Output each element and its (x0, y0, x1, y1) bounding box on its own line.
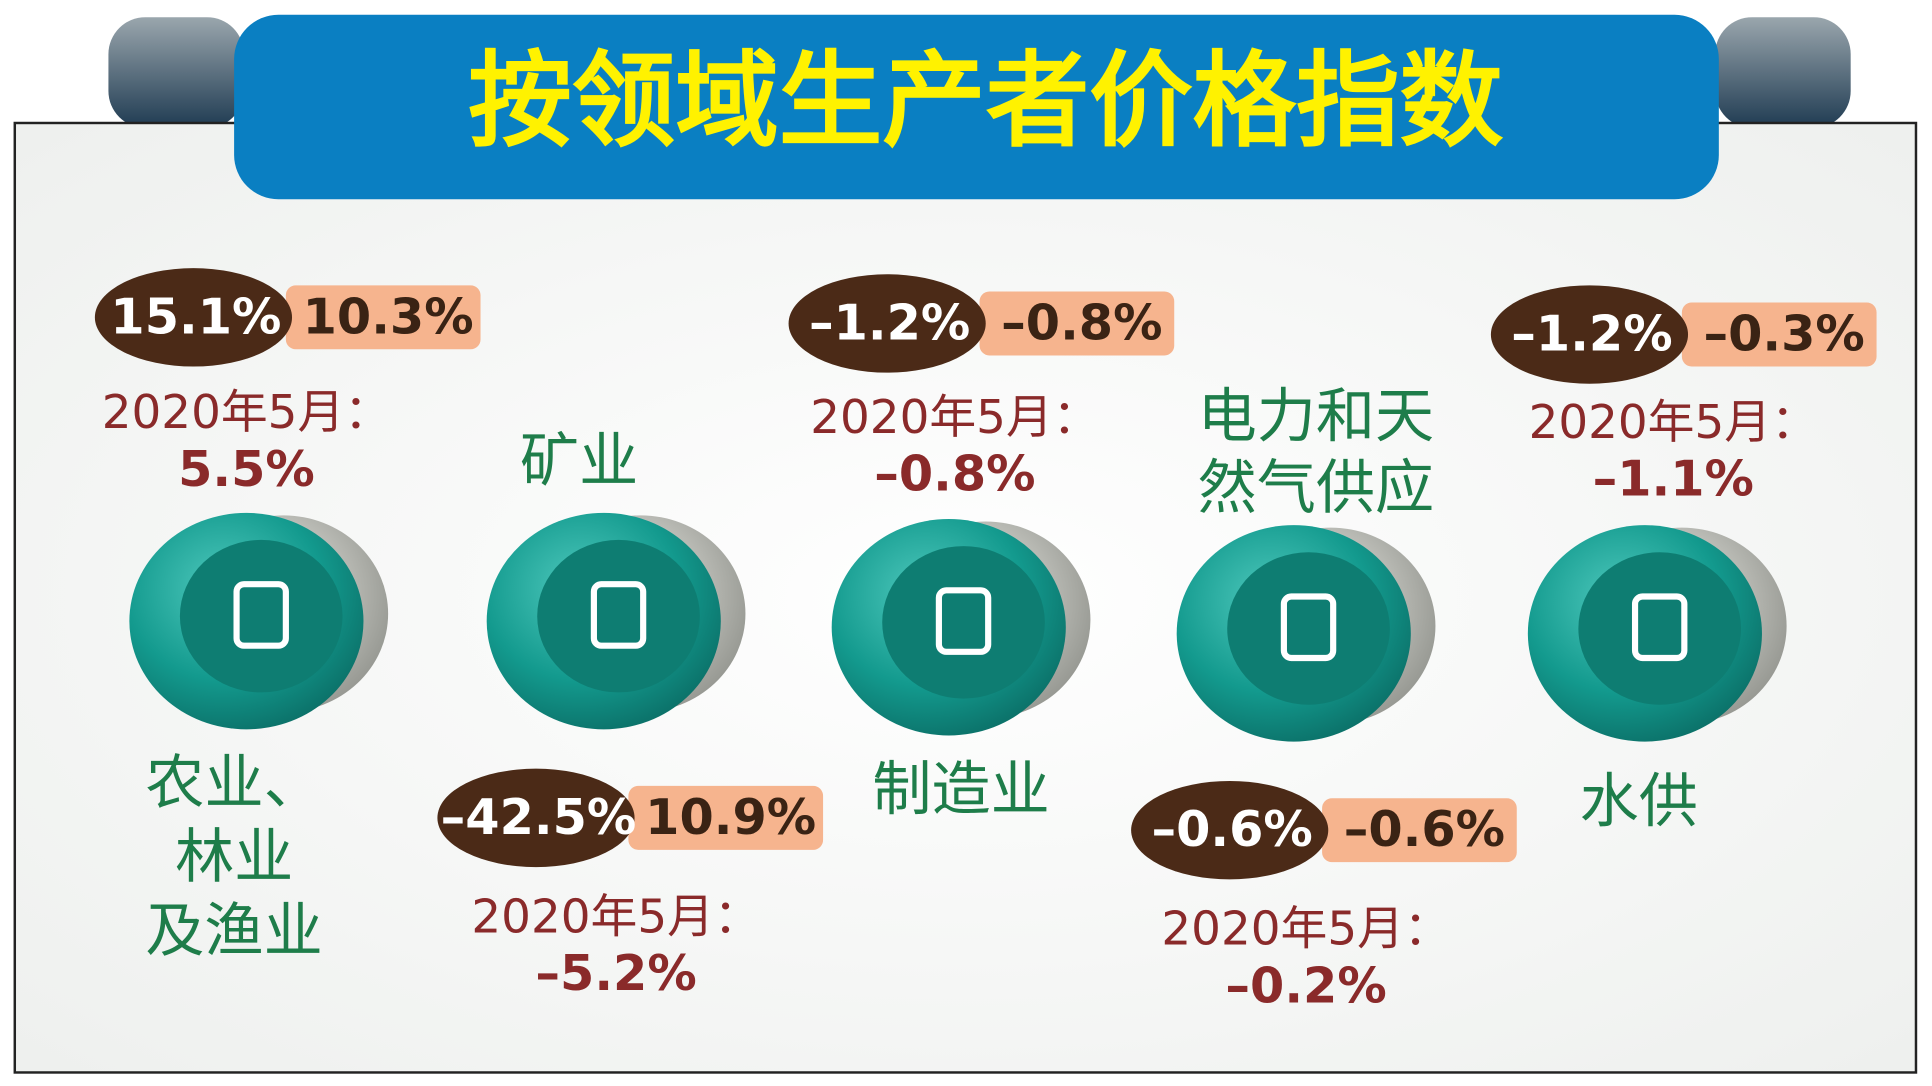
mom-pill (979, 291, 1175, 356)
sector-name: 矿业 (520, 426, 638, 495)
may-value: –5.2% (535, 944, 696, 1002)
sector-name: 然气供应 (1198, 453, 1435, 522)
yoy-value: –42.5% (441, 788, 637, 846)
mom-value: –0.6% (1344, 800, 1505, 858)
coin-face (179, 539, 343, 693)
yoy-value: –0.6% (1151, 800, 1312, 858)
mom-value: –0.3% (1703, 305, 1864, 363)
may-label: 2020年5月： (471, 890, 760, 944)
yoy-value: 15.1% (110, 287, 281, 345)
sector-name: 水供 (1580, 767, 1698, 836)
sector-name: 林业 (175, 822, 293, 891)
mom-value: 10.3% (303, 287, 474, 345)
mom-pill (285, 285, 481, 350)
coin-face (882, 546, 1045, 699)
coin-face (1578, 552, 1742, 705)
title-banner (234, 14, 1719, 200)
tab-right (1715, 17, 1851, 128)
sector-name: 农业、 (145, 748, 322, 817)
yoy-value: –1.2% (809, 293, 970, 351)
yoy-pill (94, 268, 293, 367)
icon (935, 587, 992, 655)
yoy-pill (1490, 285, 1689, 384)
icon (233, 581, 289, 649)
yoy-pill (788, 274, 986, 373)
mom-pill (1322, 798, 1517, 863)
title: 按领域生产者价格指数 (468, 42, 1503, 162)
may-label: 2020年5月： (1161, 903, 1450, 957)
may-value: –0.2% (1225, 956, 1386, 1014)
mom-value: –0.8% (1001, 293, 1162, 351)
may-label: 2020年5月： (1529, 396, 1818, 450)
may-label: 2020年5月： (102, 386, 391, 440)
yoy-pill (1131, 780, 1329, 880)
may-label: 2020年5月： (810, 391, 1099, 445)
sector-name: 制造业 (872, 754, 1049, 823)
may-value: 5.5% (178, 440, 315, 498)
mom-pill (1681, 302, 1877, 367)
tab-left (108, 17, 244, 128)
icon (1631, 593, 1688, 662)
icon (1280, 593, 1337, 662)
mom-value: 10.9% (645, 788, 816, 846)
may-value: –1.1% (1593, 450, 1754, 508)
icon (590, 581, 647, 649)
sector-name: 电力和天 (1198, 382, 1435, 451)
yoy-value: –1.2% (1511, 305, 1672, 363)
mom-pill (628, 785, 824, 850)
may-value: –0.8% (874, 445, 1035, 503)
coin-face (1227, 552, 1390, 705)
yoy-pill (437, 768, 635, 868)
sector-name: 及渔业 (145, 896, 322, 965)
coin-face (537, 539, 700, 693)
